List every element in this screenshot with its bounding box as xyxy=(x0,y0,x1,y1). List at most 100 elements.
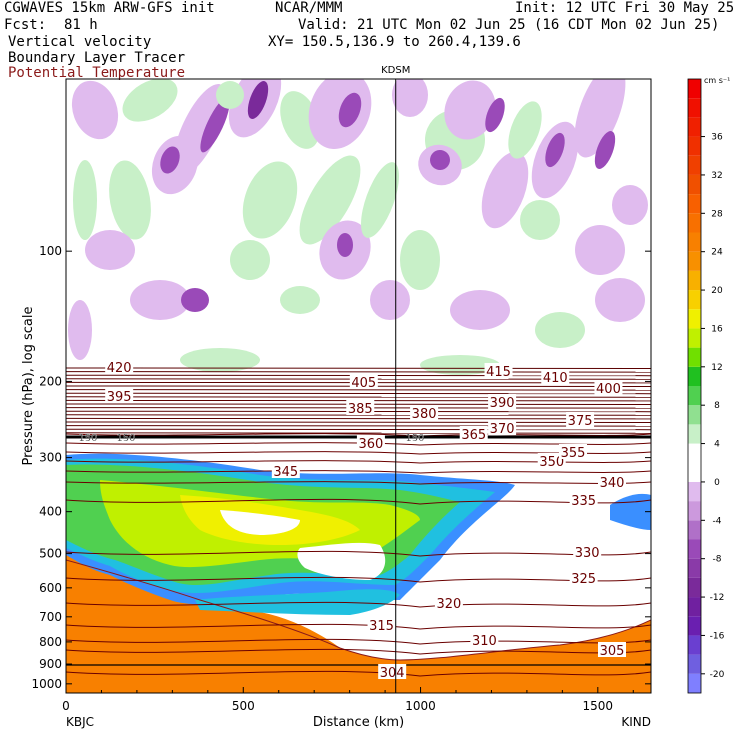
w-blob xyxy=(545,132,565,168)
colorbar-swatch xyxy=(688,347,701,367)
isentrope-label-bg xyxy=(541,369,570,384)
colorbar-swatch xyxy=(688,117,701,137)
colorbar-units: cm s⁻¹ xyxy=(704,76,730,85)
isentrope-label: 340 xyxy=(600,476,625,491)
colorbar-label: 0 xyxy=(714,478,720,488)
cross-section-xy: XY= 150.5,136.9 to 260.4,139.6 xyxy=(268,34,521,50)
w-blob xyxy=(68,300,92,360)
colorbar-swatch xyxy=(688,290,701,310)
y-tick-label: 1000 xyxy=(31,677,62,691)
w-blob xyxy=(160,146,180,174)
plot-area xyxy=(66,79,651,693)
isentrope xyxy=(65,414,652,416)
model-title: CGWAVES 15km ARW-GFS init xyxy=(4,0,215,16)
w-blob xyxy=(612,185,648,225)
isentrope-label-bg xyxy=(569,492,598,507)
w-blob xyxy=(71,80,119,140)
w-clear-2 xyxy=(220,510,300,535)
isentrope-label: 375 xyxy=(568,414,593,429)
colorbar-label: -16 xyxy=(710,631,725,641)
w-blob xyxy=(280,286,320,314)
isentrope xyxy=(65,623,652,630)
y-tick-label: 100 xyxy=(39,244,62,258)
w-blob xyxy=(594,131,616,169)
colorbar-label: 8 xyxy=(714,401,720,411)
w-blob xyxy=(247,81,269,119)
w-blob xyxy=(130,280,190,320)
isentrope-label: 345 xyxy=(273,465,298,480)
w-blob xyxy=(337,233,353,257)
colorbar-label: 28 xyxy=(711,209,723,219)
fcst-value: 81 h xyxy=(64,17,98,33)
isentrope xyxy=(65,451,652,455)
isentrope-label: 315 xyxy=(369,619,394,634)
isentrope xyxy=(65,442,652,446)
w-blob xyxy=(242,161,298,239)
isentrope-label-bg xyxy=(569,570,598,585)
isentrope xyxy=(65,638,652,645)
colorbar-label: -8 xyxy=(713,555,722,565)
isentrope-label-bg xyxy=(271,463,300,478)
w-blob xyxy=(370,280,410,320)
x-tick-label: 0 xyxy=(62,699,70,713)
x-tick-label: 1000 xyxy=(405,699,436,713)
isentrope xyxy=(65,601,652,608)
init-time: Init: 12 UTC Fri 30 May 25 xyxy=(515,0,735,16)
w-blob xyxy=(200,97,230,153)
tracer-label: 150 xyxy=(116,433,135,444)
w-blob xyxy=(230,240,270,280)
w-blob xyxy=(595,278,645,322)
tracer-outline xyxy=(66,559,651,661)
colorbar-label: 36 xyxy=(711,133,723,143)
isentrope xyxy=(65,481,652,485)
station-marker-label: KDSM xyxy=(381,65,410,76)
isentrope-label-bg xyxy=(488,420,517,435)
isentrope-label: 310 xyxy=(472,634,497,649)
isentrope xyxy=(65,367,652,369)
x-axis-label: Distance (km) xyxy=(313,715,404,730)
isentrope-label: 365 xyxy=(461,428,486,443)
isentrope-label: 355 xyxy=(561,446,586,461)
colorbar: 36 32 28 24 20 16 12 8 4 0 -4 -8 -12 -16 -20 cm s⁻¹ xyxy=(687,76,730,694)
x-tick-label: 1500 xyxy=(583,699,614,713)
w-blob xyxy=(299,155,361,245)
w-blob xyxy=(444,80,496,140)
isentrope-label: 350 xyxy=(539,455,564,470)
colorbar-swatch xyxy=(688,251,701,271)
colorbar-swatch xyxy=(688,194,701,214)
w-blob xyxy=(574,79,626,158)
isentrope-label: 370 xyxy=(490,422,515,437)
colorbar-label: -20 xyxy=(710,670,725,680)
isentrope-label: 380 xyxy=(412,407,437,422)
isentrope-label: 390 xyxy=(490,396,515,411)
w-blob xyxy=(430,150,450,170)
colorbar-label: 24 xyxy=(711,248,723,258)
colorbar-label: 32 xyxy=(711,171,722,181)
isentrope-label: 405 xyxy=(351,376,376,391)
w-blue-right xyxy=(610,493,651,530)
colorbar-swatch xyxy=(688,597,701,617)
isentrope-label-bg xyxy=(410,405,439,420)
field-potential-temperature: Potential Temperature xyxy=(8,65,186,81)
w-blob xyxy=(180,348,260,372)
isentrope-label-bg xyxy=(537,453,566,468)
isentrope-label: 320 xyxy=(436,597,461,612)
colorbar-swatch xyxy=(688,539,701,559)
w-blob xyxy=(122,79,178,122)
valid-time: Valid: 21 UTC Mon 02 Jun 25 (16 CDT Mon … xyxy=(298,17,720,33)
colorbar-swatch xyxy=(688,213,701,233)
isentrope-label-bg xyxy=(573,544,602,559)
fcst-label: Fcst: xyxy=(4,17,47,33)
isentrope-label: 304 xyxy=(380,666,405,681)
isentrope xyxy=(65,417,652,420)
y-tick-label: 900 xyxy=(39,657,62,671)
colorbar-label: -4 xyxy=(713,516,722,526)
colorbar-label: 16 xyxy=(711,324,723,334)
field-boundary-layer-tracer: Boundary Layer Tracer xyxy=(8,50,186,66)
isentrope xyxy=(65,432,652,434)
y-tick-label: 600 xyxy=(39,581,62,595)
colorbar-swatch xyxy=(688,616,701,636)
w-blob xyxy=(280,91,320,149)
isentrope xyxy=(65,425,652,427)
isentrope-label-bg xyxy=(367,617,396,632)
